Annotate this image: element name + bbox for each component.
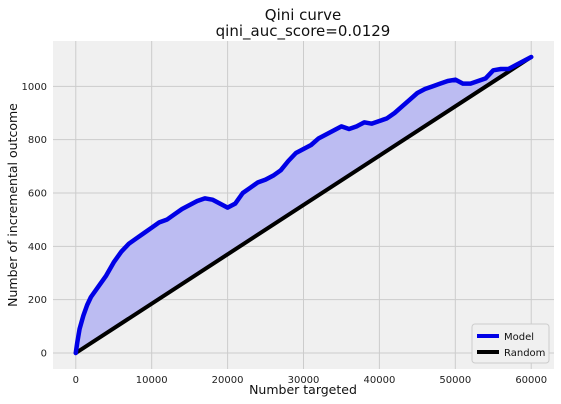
y-tick-label: 200 bbox=[28, 295, 47, 306]
legend-model-label: Model bbox=[504, 332, 534, 343]
x-tick-label: 30000 bbox=[288, 375, 320, 386]
x-tick-label: 10000 bbox=[136, 375, 168, 386]
x-tick-label: 40000 bbox=[364, 375, 396, 386]
x-tick-label: 0 bbox=[73, 375, 79, 386]
y-axis-label: Number of incremental outcome bbox=[5, 103, 20, 307]
legend: Model Random bbox=[471, 323, 550, 364]
x-axis-label: Number targeted bbox=[249, 382, 357, 397]
y-tick-label: 0 bbox=[41, 349, 47, 360]
chart-subtitle: qini_auc_score=0.0129 bbox=[216, 22, 391, 41]
x-tick-label: 60000 bbox=[515, 375, 547, 386]
y-tick-label: 800 bbox=[28, 135, 47, 146]
random-series-line bbox=[73, 55, 534, 355]
series-lines bbox=[73, 54, 534, 356]
x-tick-label: 50000 bbox=[439, 375, 471, 386]
chart-title: Qini curve bbox=[265, 6, 341, 24]
tick-labels: 0 10000 20000 30000 40000 50000 60000 0 200 400 60… bbox=[22, 82, 548, 386]
y-tick-label: 400 bbox=[28, 242, 47, 253]
model-series-line bbox=[73, 54, 534, 356]
x-tick-label: 20000 bbox=[212, 375, 244, 386]
y-tick-label: 1000 bbox=[22, 82, 47, 93]
legend-random-label: Random bbox=[504, 348, 545, 359]
y-tick-label: 600 bbox=[28, 189, 47, 200]
